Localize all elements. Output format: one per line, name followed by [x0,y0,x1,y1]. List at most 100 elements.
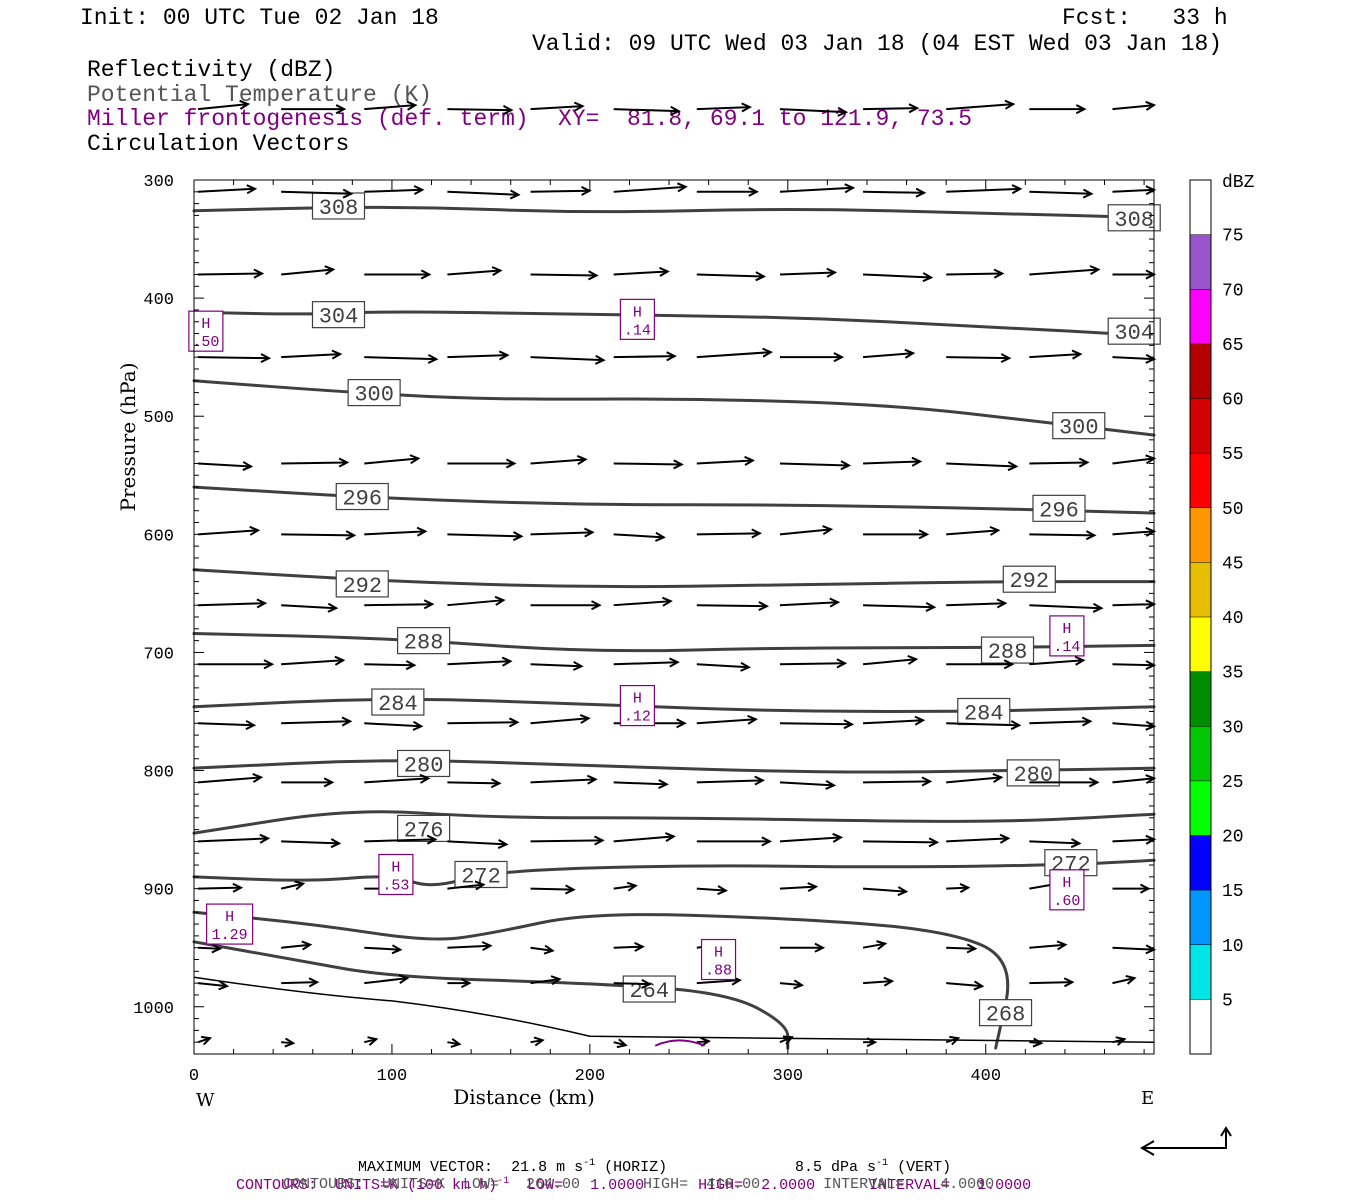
vector-head-61 [345,530,357,541]
fronto-max-value-3: .12 [624,709,651,726]
forecast-hour: Fcst: 33 h [1062,5,1228,31]
vector-head-109 [323,777,335,788]
vector-107 [1112,722,1155,728]
vector-head-55 [840,460,852,471]
vector-85 [281,659,344,666]
vector-13 [281,190,352,195]
vector-head-68 [918,529,930,540]
vector-30 [696,273,764,278]
vector-head-13 [342,188,354,199]
vector-64 [530,531,593,536]
vector-120 [197,837,269,843]
colorbar-label-15: 15 [1222,882,1244,902]
vector-29 [613,270,668,276]
vector-head-99 [508,717,520,728]
colorbar-swatch-8 [1190,562,1211,617]
vector-head-151 [814,942,826,953]
vector-39 [447,354,508,359]
theta-label-box-288 [980,636,1035,664]
vector-77 [613,600,671,607]
fronto-contour-small [654,1039,706,1047]
vector-44 [862,352,914,359]
vector-head-101 [676,718,687,729]
vector-11 [1112,104,1155,111]
vector-head-11 [1145,100,1157,111]
vector-head-116 [921,776,933,787]
vector-87 [447,660,511,666]
vector-25 [281,268,334,276]
vector-129 [946,837,1009,843]
theta-label-box-284 [371,688,425,716]
vector-6 [696,106,750,111]
vector-162 [696,979,740,985]
vector-158 [364,977,408,985]
vector-163 [779,982,803,987]
theta-contour-292 [192,568,1156,589]
vector-24 [197,272,263,276]
vector-70 [1029,533,1095,537]
vector-57 [946,462,1017,468]
theta-contour-300 [192,379,1156,437]
vector-161 [613,982,650,986]
theta-label-304: 304 [319,305,359,330]
field-potential-temperature: Potential Temperature (K) [87,82,433,108]
vector-head-115 [825,779,837,790]
vector-20 [863,190,925,194]
vector-137 [613,884,636,890]
vector-111 [447,781,500,785]
vector-130 [1029,840,1080,845]
theta-contour-296 [192,485,1156,515]
vector-head-58 [1078,457,1090,468]
x-tick-label-300: 300 [773,1067,804,1086]
theta-label-box-308 [311,192,366,220]
vector-80 [863,604,935,609]
theta-contour-268 [192,910,1010,1050]
vector-49 [281,461,348,465]
vector-89 [613,661,678,666]
vector-head-51 [505,458,517,469]
vector-head-57 [1007,461,1019,472]
vector-head-32 [922,272,934,283]
x-axis-label: Distance (km) [453,1085,595,1109]
vector-166 [1029,981,1073,985]
theta-contour-264 [192,940,790,1050]
reference-vector [1142,1130,1227,1149]
frontogenesis-contour-info: CONTOURS: UNITS=K (100 km h)-1 LOW= 1.00… [218,1158,1031,1194]
vector-48 [197,462,252,468]
vector-head-63 [512,531,524,542]
reflectivity-colorbar: 5 10 15 20 25 30 35 40 45 50 55 60 65 70 75 dBZ [1189,173,1255,1055]
vector-head-27 [491,266,503,277]
vector-head-81 [996,598,1008,609]
fronto-max-value-4: .53 [382,877,409,894]
vector-head-18 [748,186,760,197]
vector-41 [613,355,675,359]
vector-9 [946,103,1014,111]
vector-112 [530,778,596,784]
colorbar-label-30: 30 [1222,718,1244,738]
vector-head-49 [338,457,350,468]
vector-head-86 [405,660,417,671]
vector-head-94 [1074,655,1086,666]
vector-head-167 [1125,974,1137,985]
vector-8 [863,107,918,111]
vector-head-1 [335,104,347,115]
vector-16 [530,189,590,193]
valid-time: Valid: 09 UTC Wed 03 Jan 18 (04 EST Wed … [532,31,1223,57]
fronto-max-h-0: H [201,316,210,333]
vector-head-60 [249,525,261,536]
vector-5 [613,108,679,113]
vector-head-176 [866,1037,878,1048]
vector-head-69 [989,525,1001,536]
y-tick-label-600: 600 [143,527,174,546]
fronto-max-box-2 [1049,615,1085,657]
vector-head-133 [294,880,306,891]
vector-head-64 [583,527,595,538]
vector-81 [946,602,1006,607]
vector-head-0 [239,99,251,110]
vert-unit: (VERT) [897,1159,952,1176]
colorbar-swatch-6 [1190,671,1211,727]
vector-head-12 [246,184,258,195]
vector-head-169 [284,1037,296,1048]
vector-67 [779,528,832,536]
vector-106 [1029,720,1091,725]
